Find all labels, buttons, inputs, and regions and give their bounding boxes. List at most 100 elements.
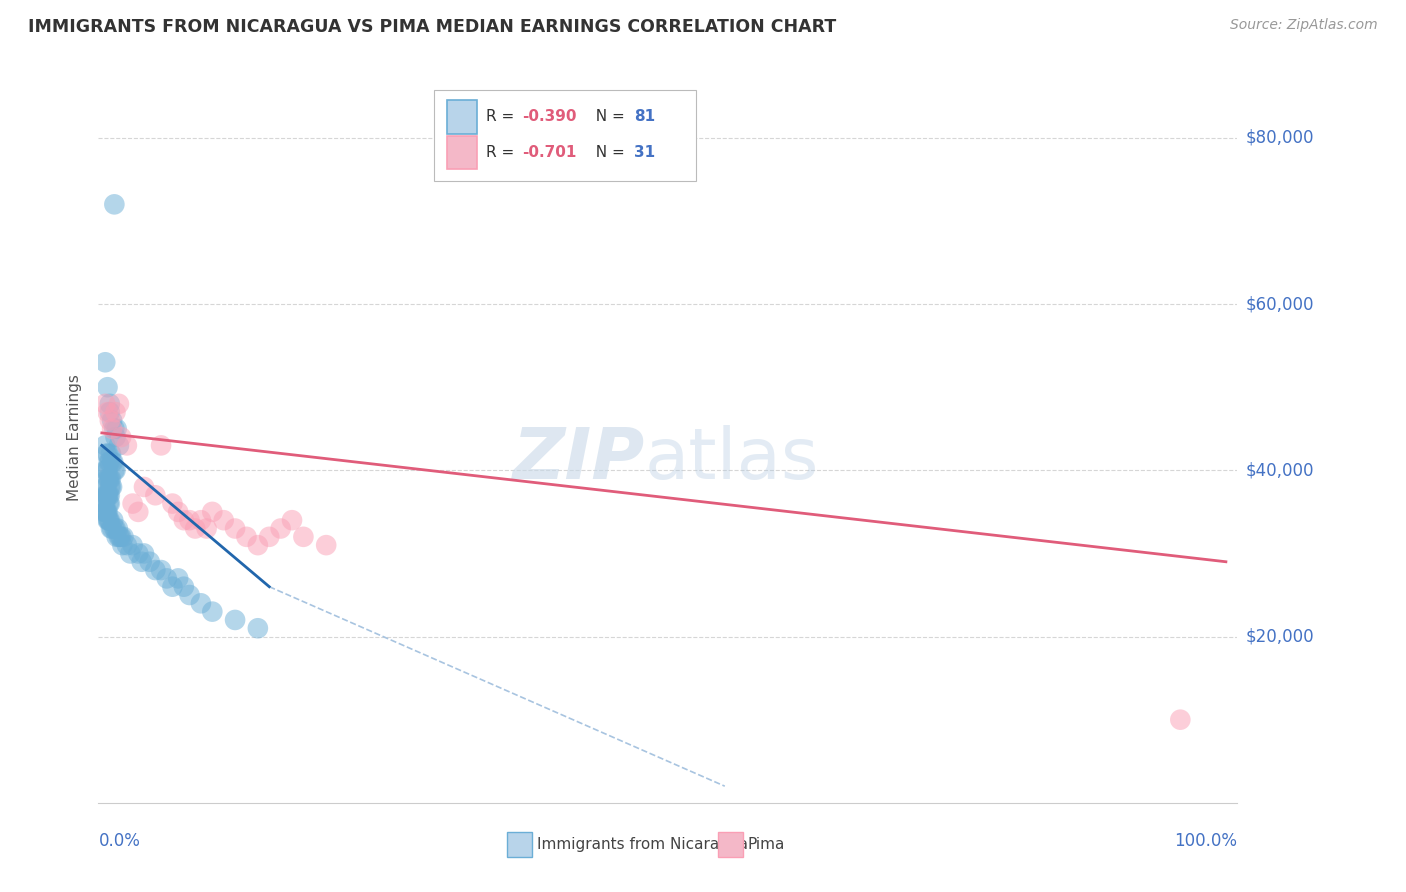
Text: $20,000: $20,000 — [1246, 628, 1315, 646]
Text: -0.701: -0.701 — [522, 145, 576, 160]
Point — [121, 538, 143, 552]
Point — [97, 472, 120, 486]
Point — [179, 588, 201, 602]
Text: $80,000: $80,000 — [1246, 128, 1315, 147]
Point — [97, 497, 120, 511]
Point — [100, 472, 122, 486]
Point — [108, 530, 131, 544]
Point — [94, 397, 117, 411]
Point — [94, 463, 117, 477]
Text: Pima: Pima — [748, 837, 785, 852]
Point — [101, 413, 124, 427]
Point — [195, 521, 218, 535]
Point — [224, 613, 246, 627]
Point — [138, 555, 160, 569]
Point — [103, 513, 125, 527]
Point — [103, 455, 125, 469]
Point — [110, 430, 132, 444]
FancyBboxPatch shape — [447, 136, 477, 169]
Point — [107, 521, 129, 535]
Text: IMMIGRANTS FROM NICARAGUA VS PIMA MEDIAN EARNINGS CORRELATION CHART: IMMIGRANTS FROM NICARAGUA VS PIMA MEDIAN… — [28, 18, 837, 36]
Point — [96, 472, 118, 486]
Point — [98, 397, 121, 411]
Point — [127, 546, 149, 560]
Point — [96, 463, 118, 477]
Point — [132, 546, 155, 560]
Point — [201, 505, 224, 519]
Point — [167, 571, 190, 585]
Point — [115, 438, 138, 452]
Point — [96, 488, 118, 502]
Point — [115, 538, 138, 552]
Text: atlas: atlas — [645, 425, 820, 493]
Point — [96, 405, 118, 419]
Point — [103, 463, 125, 477]
Point — [98, 480, 121, 494]
Y-axis label: Median Earnings: Median Earnings — [67, 374, 83, 500]
Point — [190, 596, 212, 610]
Point — [98, 472, 121, 486]
Text: 0.0%: 0.0% — [98, 832, 141, 850]
Point — [167, 505, 190, 519]
Point — [98, 455, 121, 469]
Point — [96, 463, 118, 477]
Point — [98, 413, 121, 427]
Point — [101, 480, 124, 494]
Text: R =: R = — [485, 145, 519, 160]
Text: R =: R = — [485, 109, 519, 124]
Point — [110, 530, 132, 544]
Text: N =: N = — [586, 145, 630, 160]
Point — [98, 513, 121, 527]
Text: 100.0%: 100.0% — [1174, 832, 1237, 850]
Point — [96, 505, 118, 519]
Point — [105, 422, 128, 436]
Point — [101, 422, 124, 436]
FancyBboxPatch shape — [718, 832, 742, 857]
Point — [104, 521, 127, 535]
Text: N =: N = — [586, 109, 630, 124]
Point — [281, 513, 304, 527]
Point — [94, 497, 117, 511]
Point — [96, 447, 118, 461]
Point — [100, 480, 122, 494]
Point — [108, 397, 131, 411]
FancyBboxPatch shape — [447, 100, 477, 134]
Point — [96, 488, 118, 502]
Point — [100, 447, 122, 461]
Point — [127, 505, 149, 519]
Point — [111, 538, 134, 552]
Point — [224, 521, 246, 535]
Text: 81: 81 — [634, 109, 655, 124]
Point — [96, 505, 118, 519]
Point — [94, 355, 117, 369]
Point — [162, 497, 184, 511]
Point — [97, 513, 120, 527]
Point — [156, 571, 179, 585]
Point — [121, 497, 143, 511]
Point — [103, 197, 125, 211]
Point — [98, 405, 121, 419]
FancyBboxPatch shape — [508, 832, 533, 857]
Point — [96, 480, 118, 494]
Point — [94, 488, 117, 502]
Point — [94, 438, 117, 452]
Point — [201, 605, 224, 619]
Text: $40,000: $40,000 — [1246, 461, 1315, 479]
Point — [104, 405, 127, 419]
Point — [103, 521, 125, 535]
Point — [96, 380, 118, 394]
Text: -0.390: -0.390 — [522, 109, 576, 124]
Point — [98, 488, 121, 502]
Point — [94, 505, 117, 519]
Point — [105, 530, 128, 544]
Point — [96, 447, 118, 461]
FancyBboxPatch shape — [434, 90, 696, 181]
Point — [112, 530, 135, 544]
Point — [292, 530, 315, 544]
Point — [179, 513, 201, 527]
Point — [101, 521, 124, 535]
Point — [96, 505, 118, 519]
Point — [96, 513, 118, 527]
Point — [120, 546, 142, 560]
Point — [190, 513, 212, 527]
